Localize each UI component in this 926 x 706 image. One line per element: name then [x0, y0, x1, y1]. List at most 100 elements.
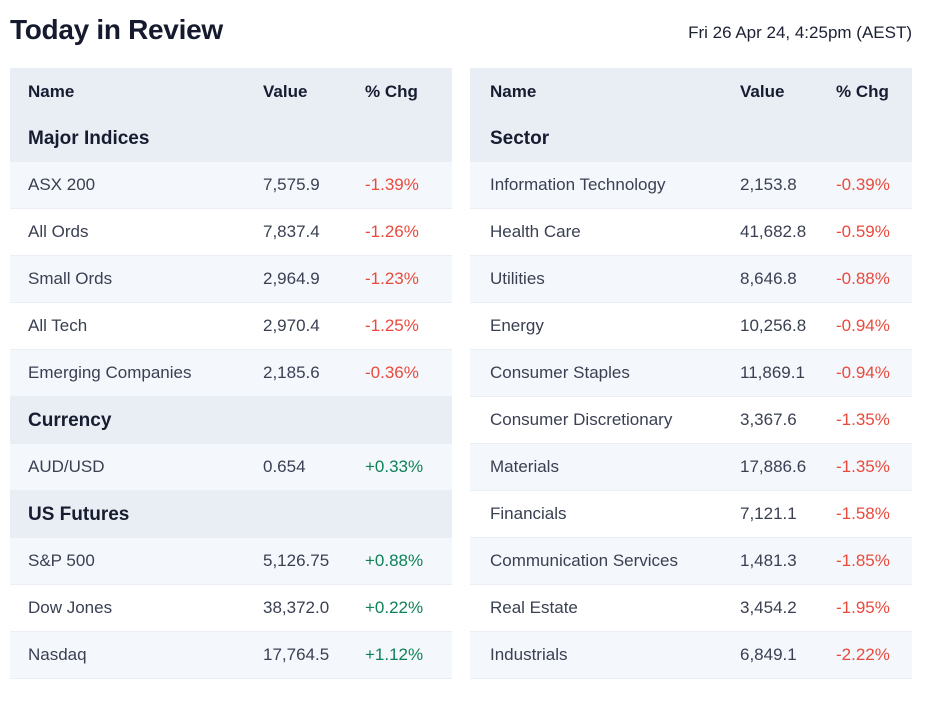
table-row: ASX 200 7,575.9 -1.39% — [10, 162, 452, 209]
row-value: 10,256.8 — [740, 316, 807, 335]
row-name: Real Estate — [490, 598, 578, 617]
row-change: +1.12% — [365, 645, 424, 664]
row-name: All Tech — [28, 316, 88, 335]
row-value: 7,575.9 — [263, 175, 320, 194]
row-name: Small Ords — [28, 269, 113, 288]
table-row: Consumer Staples 11,869.1 -0.94% — [470, 350, 912, 397]
section-header-row: Currency — [10, 397, 452, 444]
row-name: Health Care — [490, 222, 581, 241]
section-title: Major Indices — [28, 127, 150, 149]
row-change: -0.94% — [836, 363, 890, 382]
indices-table: Name Value % Chg Major Indices ASX 200 7,575.… — [10, 68, 452, 679]
row-value: 38,372.0 — [263, 598, 330, 617]
row-name: Utilities — [490, 269, 545, 288]
section-title: Currency — [28, 409, 112, 431]
row-name: S&P 500 — [28, 551, 95, 570]
column-header-row: Name Value % Chg — [10, 68, 452, 115]
table-row: Consumer Discretionary 3,367.6 -1.35% — [470, 397, 912, 444]
table-row: AUD/USD 0.654 +0.33% — [10, 444, 452, 491]
section-header-row: Major Indices — [10, 115, 452, 162]
row-value: 17,886.6 — [740, 457, 807, 476]
row-name: ASX 200 — [28, 175, 96, 194]
row-name: Emerging Companies — [28, 363, 192, 382]
table-row: Financials 7,121.1 -1.58% — [470, 491, 912, 538]
table-row: Communication Services 1,481.3 -1.85% — [470, 538, 912, 585]
table-row: Health Care 41,682.8 -0.59% — [470, 209, 912, 256]
row-change: -0.36% — [365, 363, 419, 382]
section-title: Sector — [490, 127, 550, 149]
table-row: Emerging Companies 2,185.6 -0.36% — [10, 350, 452, 397]
table-row: Utilities 8,646.8 -0.88% — [470, 256, 912, 303]
column-header: Name — [28, 81, 75, 101]
table-row: All Ords 7,837.4 -1.26% — [10, 209, 452, 256]
row-change: -0.39% — [836, 175, 890, 194]
table-row: All Tech 2,970.4 -1.25% — [10, 303, 452, 350]
row-name: Information Technology — [490, 175, 666, 194]
table-row: Materials 17,886.6 -1.35% — [470, 444, 912, 491]
table-row: Industrials 6,849.1 -2.22% — [470, 632, 912, 679]
row-change: -1.25% — [365, 316, 419, 335]
column-header-row: Name Value % Chg — [470, 68, 912, 115]
today-in-review-page: Today in Review Fri 26 Apr 24, 4:25pm (A… — [10, 14, 912, 679]
row-change: -1.26% — [365, 222, 419, 241]
row-name: Financials — [490, 504, 567, 523]
column-header: % Chg — [365, 81, 418, 101]
page-title: Today in Review — [10, 14, 223, 45]
row-name: Materials — [490, 457, 559, 476]
row-change: -1.23% — [365, 269, 419, 288]
row-change: -0.94% — [836, 316, 890, 335]
table-row: S&P 500 5,126.75 +0.88% — [10, 538, 452, 585]
row-change: -0.88% — [836, 269, 890, 288]
row-name: Consumer Discretionary — [490, 410, 673, 429]
row-name: Consumer Staples — [490, 363, 630, 382]
row-change: -1.35% — [836, 410, 890, 429]
row-value: 3,454.2 — [740, 598, 797, 617]
column-header: Value — [740, 81, 785, 101]
row-change: -0.59% — [836, 222, 890, 241]
row-value: 41,682.8 — [740, 222, 807, 241]
row-change: -1.95% — [836, 598, 890, 617]
column-header: Value — [263, 81, 308, 101]
row-value: 8,646.8 — [740, 269, 797, 288]
row-name: Dow Jones — [28, 598, 113, 617]
section-header-row: Sector — [470, 115, 912, 162]
row-change: -1.58% — [836, 504, 890, 523]
table-row: Real Estate 3,454.2 -1.95% — [470, 585, 912, 632]
sectors-table: Name Value % Chg Sector Information Technolo… — [470, 68, 912, 679]
column-header: Name — [490, 81, 537, 101]
row-value: 0.654 — [263, 457, 306, 476]
row-value: 2,185.6 — [263, 363, 320, 382]
report-timestamp: Fri 26 Apr 24, 4:25pm (AEST) — [688, 23, 912, 42]
table-row: Energy 10,256.8 -0.94% — [470, 303, 912, 350]
row-change: -1.35% — [836, 457, 890, 476]
row-value: 6,849.1 — [740, 645, 797, 664]
row-name: Nasdaq — [28, 645, 87, 664]
row-change: +0.22% — [365, 598, 424, 617]
row-value: 2,153.8 — [740, 175, 797, 194]
row-name: Industrials — [490, 645, 568, 664]
row-value: 2,964.9 — [263, 269, 320, 288]
row-name: AUD/USD — [28, 457, 105, 476]
table-row: Dow Jones 38,372.0 +0.22% — [10, 585, 452, 632]
row-change: -1.85% — [836, 551, 890, 570]
row-change: +0.88% — [365, 551, 424, 570]
row-value: 7,837.4 — [263, 222, 320, 241]
column-header: % Chg — [836, 81, 889, 101]
row-value: 5,126.75 — [263, 551, 330, 570]
row-name: Communication Services — [490, 551, 679, 570]
row-value: 11,869.1 — [740, 363, 805, 382]
row-value: 1,481.3 — [740, 551, 797, 570]
row-change: -1.39% — [365, 175, 419, 194]
row-change: -2.22% — [836, 645, 890, 664]
table-row: Nasdaq 17,764.5 +1.12% — [10, 632, 452, 679]
row-value: 17,764.5 — [263, 645, 330, 664]
row-change: +0.33% — [365, 457, 424, 476]
page-header: Today in Review Fri 26 Apr 24, 4:25pm (A… — [10, 14, 912, 46]
section-header-row: US Futures — [10, 491, 452, 538]
table-row: Small Ords 2,964.9 -1.23% — [10, 256, 452, 303]
row-name: All Ords — [28, 222, 89, 241]
tables-container: Name Value % Chg Major Indices ASX 200 7,575.… — [10, 68, 912, 679]
row-value: 2,970.4 — [263, 316, 320, 335]
row-name: Energy — [490, 316, 544, 335]
section-title: US Futures — [28, 503, 130, 525]
